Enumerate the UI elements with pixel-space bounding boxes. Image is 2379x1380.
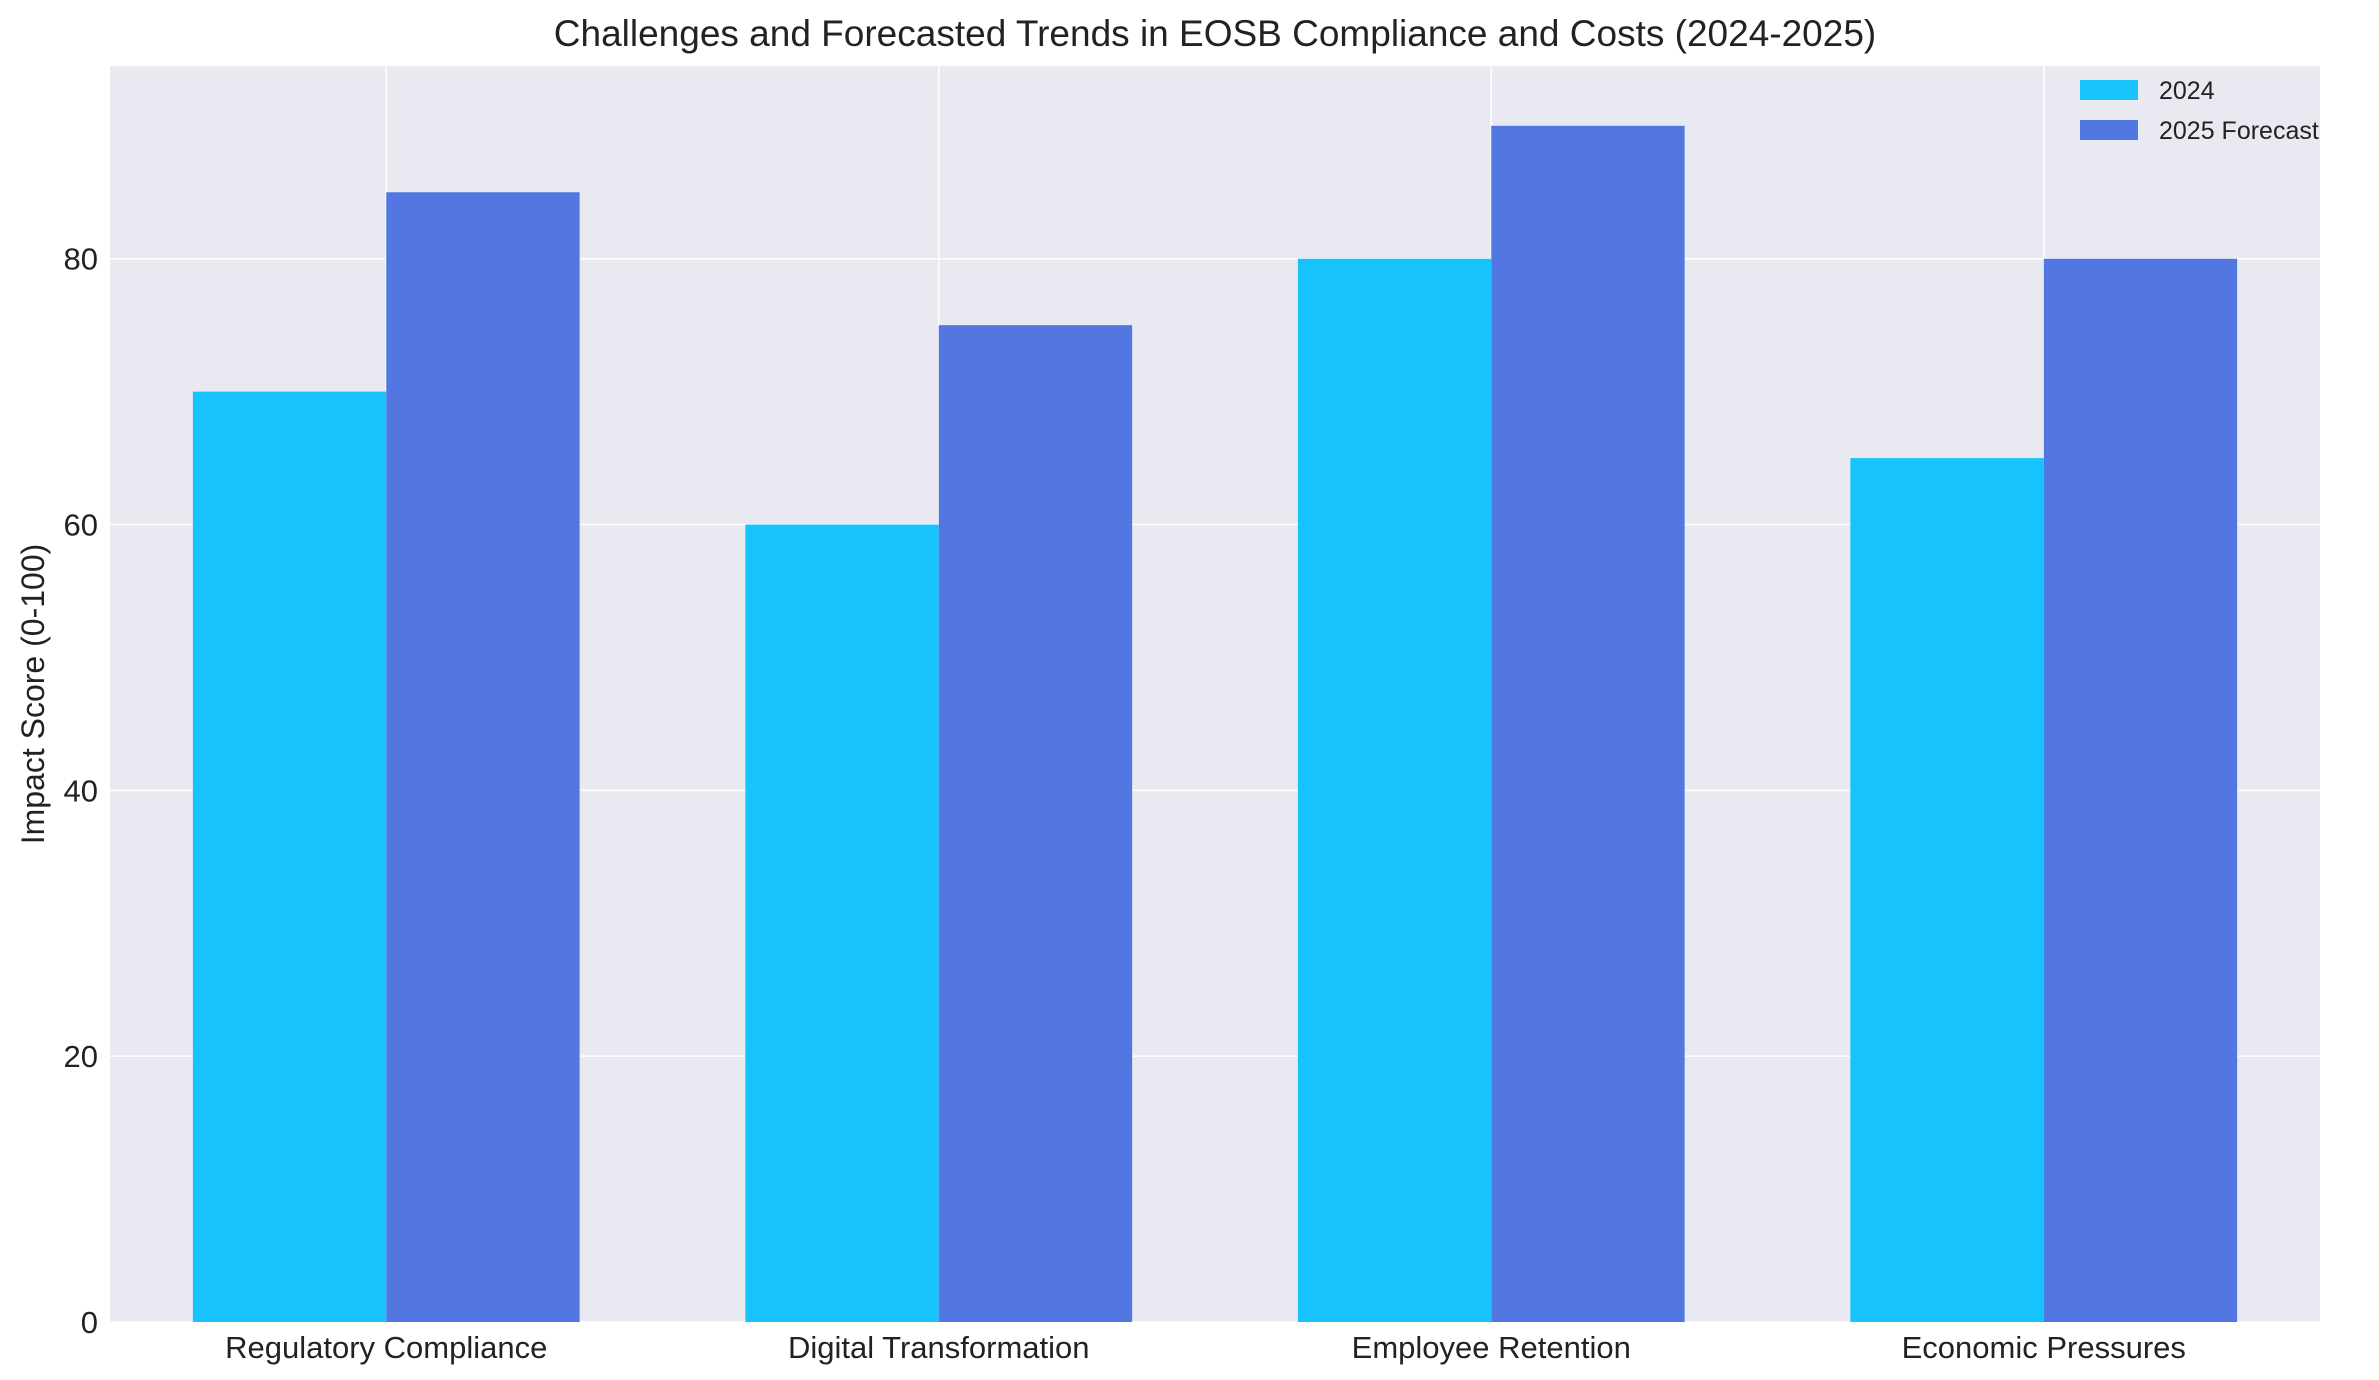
legend: 2024 2025 Forecast bbox=[2080, 77, 2319, 145]
chart-title: Challenges and Forecasted Trends in EOSB… bbox=[554, 13, 1876, 54]
bar-2025-forecast-regulatory-compliance bbox=[386, 192, 580, 1323]
bars bbox=[192, 125, 2238, 1323]
bar-2025-forecast-economic-pressures bbox=[2043, 258, 2238, 1322]
legend-swatch bbox=[2080, 120, 2138, 140]
y-axis-label: Impact Score (0-100) bbox=[15, 544, 51, 845]
y-tick-label: 0 bbox=[81, 1305, 98, 1340]
bar-2024-economic-pressures bbox=[1850, 458, 2044, 1322]
bar-2024-regulatory-compliance bbox=[192, 391, 387, 1322]
x-tick-label: Digital Transformation bbox=[788, 1330, 1090, 1365]
tick-labels: 0 20 40 60 80 Regulatory Compliance Digital Tr… bbox=[64, 242, 2186, 1365]
x-tick-label: Regulatory Compliance bbox=[225, 1330, 547, 1365]
y-tick-label: 40 bbox=[64, 773, 98, 808]
bar-2024-employee-retention bbox=[1297, 258, 1492, 1322]
x-tick-label: Employee Retention bbox=[1352, 1330, 1631, 1365]
legend-swatch bbox=[2080, 80, 2138, 100]
x-tick-label: Economic Pressures bbox=[1902, 1330, 2186, 1365]
bar-2025-forecast-digital-transformation bbox=[938, 325, 1133, 1323]
y-tick-label: 60 bbox=[64, 508, 98, 543]
legend-label: 2025 Forecast bbox=[2159, 117, 2319, 145]
bar-2024-digital-transformation bbox=[745, 524, 939, 1322]
legend-label: 2024 bbox=[2159, 77, 2215, 105]
y-tick-label: 80 bbox=[64, 242, 98, 277]
bar-2025-forecast-employee-retention bbox=[1491, 125, 1685, 1322]
y-tick-label: 20 bbox=[64, 1039, 98, 1074]
